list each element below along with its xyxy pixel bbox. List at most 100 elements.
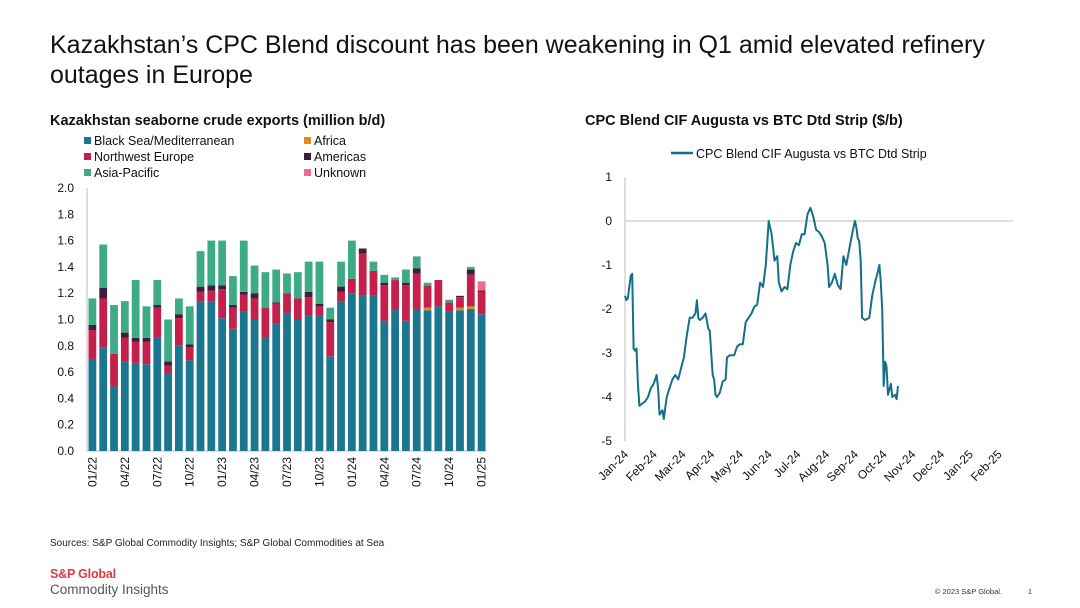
left-y-tick-label: 1.2 xyxy=(57,286,74,300)
left-x-tick-label: 10/22 xyxy=(183,457,197,487)
bar-segment xyxy=(88,324,97,331)
bar-segment xyxy=(402,269,410,283)
bar-segment xyxy=(196,286,205,292)
right-chart-title: CPC Blend CIF Augusta vs BTC Dtd Strip (… xyxy=(585,113,903,129)
bar-segment xyxy=(261,337,270,451)
bar-segment xyxy=(218,318,227,451)
bar-segment xyxy=(272,323,281,451)
legend-label-5: Unknown xyxy=(314,166,366,180)
bar-segment xyxy=(337,261,345,287)
bar-segment xyxy=(326,322,335,357)
right-x-tick-label: Mar-24 xyxy=(652,447,689,484)
bar-segment xyxy=(466,306,475,309)
bar-segment xyxy=(304,315,313,451)
bar-segment xyxy=(272,269,281,303)
bar-segment xyxy=(196,301,205,451)
right-y-tick-label: -4 xyxy=(601,390,612,404)
bar-segment xyxy=(412,268,421,274)
legend-swatch-5 xyxy=(304,169,311,176)
legend-label-3: Americas xyxy=(314,150,366,164)
bar-segment xyxy=(131,341,140,363)
left-x-tick-label: 07/23 xyxy=(280,457,294,487)
right-x-tick-label: May-24 xyxy=(708,447,746,485)
bar-segment xyxy=(456,297,464,308)
bar-segment xyxy=(293,319,302,451)
bar-segment xyxy=(272,302,281,304)
bar-segment xyxy=(337,286,345,292)
left-y-tick-label: 1.4 xyxy=(57,260,74,274)
bar-segment xyxy=(250,319,259,451)
bar-segment xyxy=(131,280,140,338)
bar-segment xyxy=(391,308,399,451)
bar-segment xyxy=(99,298,108,348)
bar-segment xyxy=(164,319,172,362)
bar-segment xyxy=(185,360,194,451)
bar-segment xyxy=(239,311,248,451)
left-y-tick-label: 0.8 xyxy=(57,339,74,353)
bar-segment xyxy=(283,312,291,451)
left-x-tick-label: 07/24 xyxy=(410,457,424,487)
bar-segment xyxy=(434,306,443,451)
bar-segment xyxy=(99,347,108,451)
logo-line-2: Commodity Insights xyxy=(50,582,169,597)
bar-segment xyxy=(434,280,443,307)
bar-segment xyxy=(358,248,367,254)
bar-segment xyxy=(466,269,475,275)
bar-segment xyxy=(315,303,324,307)
bar-segment xyxy=(412,256,421,269)
bar-segment xyxy=(315,315,324,451)
bar-segment xyxy=(207,285,216,291)
legend-swatch-1 xyxy=(304,137,311,144)
bar-segment xyxy=(412,308,421,451)
legend-label-4: Asia-Pacific xyxy=(94,166,159,180)
left-x-tick-label: 01/24 xyxy=(345,457,359,487)
bar-segment xyxy=(196,291,205,302)
bar-segment xyxy=(261,307,270,338)
bar-segment xyxy=(175,318,183,346)
bar-segment xyxy=(358,253,367,296)
bar-segment xyxy=(358,295,367,451)
bar-segment xyxy=(229,276,237,306)
bar-segment xyxy=(391,277,399,281)
bar-segment xyxy=(423,285,432,308)
legend-swatch-2 xyxy=(84,153,91,160)
bar-segment xyxy=(164,373,172,451)
bar-segment xyxy=(88,330,97,359)
bar-segment xyxy=(250,298,259,320)
bar-segment xyxy=(120,361,129,451)
left-y-tick-label: 0.4 xyxy=(57,391,74,405)
bar-segment xyxy=(283,293,291,313)
right-y-tick-label: -3 xyxy=(601,346,612,360)
bar-segment xyxy=(445,299,454,303)
bar-segment xyxy=(326,319,335,323)
bar-segment xyxy=(445,311,454,451)
bar-segment xyxy=(175,314,183,319)
left-x-tick-label: 04/24 xyxy=(377,457,391,487)
bar-segment xyxy=(369,261,378,271)
bar-segment xyxy=(229,328,237,451)
right-x-tick-label: Sep-24 xyxy=(824,447,861,484)
left-y-tick-label: 0.6 xyxy=(57,365,74,379)
bar-segment xyxy=(272,303,281,324)
bar-segment xyxy=(175,298,183,315)
bar-segment xyxy=(477,314,486,451)
bar-segment xyxy=(466,266,475,270)
bar-segment xyxy=(153,305,162,308)
bar-segment xyxy=(380,285,389,321)
bar-segment xyxy=(315,261,324,304)
bar-segment xyxy=(142,306,151,338)
left-x-tick-label: 10/24 xyxy=(442,457,456,487)
bar-segment xyxy=(423,307,432,311)
bar-segment xyxy=(402,320,410,451)
bar-segment xyxy=(293,298,302,320)
bar-segment xyxy=(380,282,389,286)
left-x-tick-label: 01/23 xyxy=(215,457,229,487)
legend-swatch-0 xyxy=(84,137,91,144)
bar-segment xyxy=(229,305,237,308)
bar-segment xyxy=(369,295,378,451)
bar-segment xyxy=(185,306,194,345)
legend-label-0: Black Sea/Mediterranean xyxy=(94,134,234,148)
bar-segment xyxy=(477,290,486,292)
bar-segment xyxy=(423,282,432,286)
